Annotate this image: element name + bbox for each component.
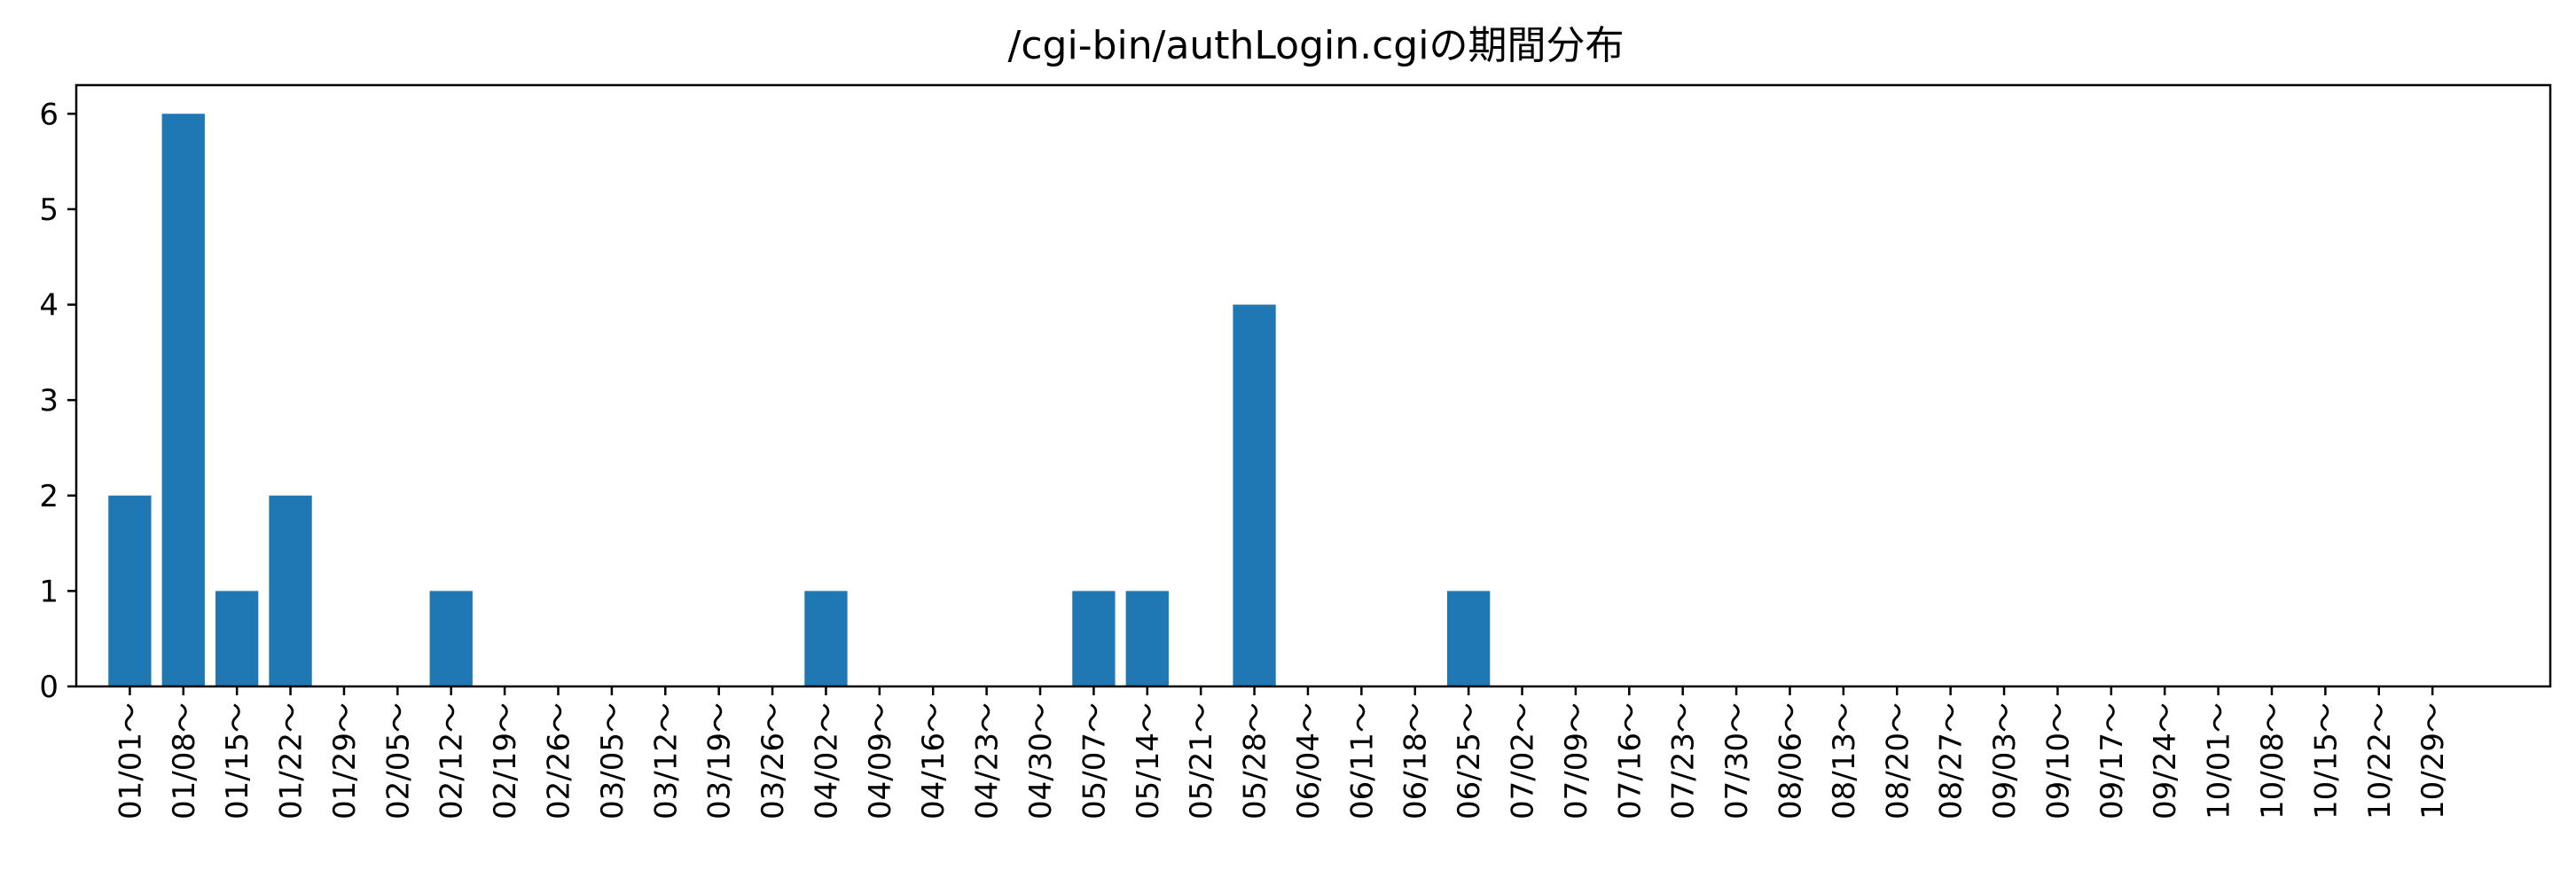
x-tick-label-1: 01/08～: [167, 702, 202, 819]
x-tick-label-10: 03/12～: [648, 702, 684, 819]
x-tick-label-19: 05/14～: [1131, 702, 1166, 819]
x-tick-label-22: 06/04～: [1291, 702, 1327, 819]
y-tick-label-1: 1: [39, 574, 59, 609]
x-tick-label-36: 09/10～: [2040, 702, 2076, 819]
x-tick-label-34: 08/27～: [1934, 702, 1969, 819]
x-tick-label-32: 08/13～: [1827, 702, 1862, 819]
bars-group: [108, 114, 1491, 687]
x-tick-label-35: 09/03～: [1987, 702, 2023, 819]
plot-frame: [74, 83, 2552, 688]
x-tick-label-43: 10/29～: [2415, 702, 2451, 819]
bar-21: [1233, 304, 1276, 686]
y-tick-label-5: 5: [39, 192, 59, 228]
x-tick-label-21: 05/28～: [1238, 702, 1273, 819]
y-tick-label-4: 4: [39, 288, 59, 324]
x-tick-label-39: 10/01～: [2202, 702, 2237, 819]
x-tick-label-9: 03/05～: [595, 702, 630, 819]
x-tick-label-20: 05/21～: [1184, 702, 1219, 819]
bar-19: [1125, 591, 1169, 686]
bar-0: [108, 495, 152, 686]
y-tick-label-6: 6: [39, 97, 59, 132]
bar-3: [269, 495, 312, 686]
bar-1: [161, 114, 205, 687]
bar-18: [1072, 591, 1116, 686]
x-tick-label-31: 08/06～: [1773, 702, 1808, 819]
x-tick-label-25: 06/25～: [1452, 702, 1487, 819]
x-tick-label-30: 07/30～: [1719, 702, 1755, 819]
x-tick-label-41: 10/15～: [2308, 702, 2344, 819]
x-tick-label-3: 01/22～: [274, 702, 309, 819]
x-tick-label-15: 04/16～: [916, 702, 951, 819]
x-tick-label-2: 01/15～: [220, 702, 255, 819]
bar-13: [804, 591, 848, 686]
x-tick-label-40: 10/08～: [2255, 702, 2290, 819]
y-tick-label-2: 2: [39, 479, 59, 514]
y-tick-label-0: 0: [39, 670, 59, 705]
x-tick-label-23: 06/11～: [1344, 702, 1380, 819]
chart-title: /cgi-bin/authLogin.cgiの期間分布: [1008, 23, 1625, 68]
x-tick-label-6: 02/12～: [435, 702, 470, 819]
x-tick-label-8: 02/26～: [542, 702, 577, 819]
x-tick-label-17: 04/30～: [1023, 702, 1059, 819]
x-tick-label-18: 05/07～: [1077, 702, 1112, 819]
x-tick-label-24: 06/18～: [1398, 702, 1434, 819]
x-tick-label-12: 03/26～: [756, 702, 791, 819]
bar-6: [429, 591, 473, 686]
x-tick-label-29: 07/23～: [1666, 702, 1702, 819]
x-tick-label-33: 08/20～: [1880, 702, 1915, 819]
x-tick-label-38: 09/24～: [2148, 702, 2183, 819]
x-tick-label-42: 10/22～: [2362, 702, 2398, 819]
x-tick-label-14: 04/09～: [863, 702, 898, 819]
bar-25: [1446, 591, 1491, 686]
bar-2: [215, 591, 259, 686]
y-tick-label-3: 3: [39, 383, 59, 419]
x-tick-label-4: 01/29～: [327, 702, 363, 819]
x-tick-label-5: 02/05～: [380, 702, 416, 819]
x-tick-label-13: 04/02～: [809, 702, 844, 819]
x-tick-label-37: 09/17～: [2094, 702, 2130, 819]
x-tick-label-16: 04/23～: [970, 702, 1006, 819]
x-tick-label-7: 02/19～: [488, 702, 523, 819]
y-axis: 0 1 2 3 4 5 6: [39, 97, 76, 705]
x-tick-label-27: 07/09～: [1559, 702, 1594, 819]
x-tick-label-11: 03/19～: [702, 702, 738, 819]
x-tick-label-0: 01/01～: [113, 702, 148, 819]
x-tick-label-26: 07/02～: [1506, 702, 1541, 819]
x-axis: 01/01～ 01/08～ 01/15～ 01/22～ 01/29～ 02/05～ 02/1…: [113, 686, 2451, 819]
x-tick-label-28: 07/16～: [1612, 702, 1648, 819]
